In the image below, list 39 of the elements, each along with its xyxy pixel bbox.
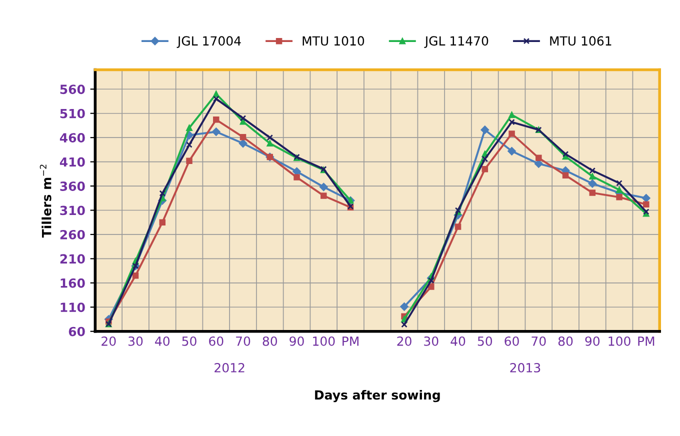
x-tick-label: 100 — [608, 336, 630, 346]
x-tick-label: PM — [638, 336, 654, 346]
legend-label: JGL 11470 — [424, 36, 488, 48]
y-tick-label: 360 — [60, 182, 85, 191]
y-axis-title: Tillers m$^{−2}$ — [40, 164, 52, 238]
x-tick-label: 20 — [102, 336, 116, 346]
y-tick-label: 560 — [60, 84, 85, 94]
x-tick-label: 90 — [585, 336, 600, 346]
x-tick-label: 50 — [182, 336, 196, 346]
text: 2012 — [214, 362, 244, 372]
y-tick-label: 460 — [60, 133, 85, 143]
x-axis-title: Days after sowing — [315, 390, 440, 402]
y-tick-label: 160 — [60, 278, 85, 288]
y-tick-label: 110 — [60, 302, 85, 312]
x-tick-label: PM — [342, 336, 358, 346]
y-tick-label: 510 — [60, 108, 85, 118]
x-tick-label: 20 — [397, 336, 412, 346]
legend-label: MTU 1061 — [550, 36, 612, 46]
legend-label: MTU 1010 — [302, 36, 364, 46]
x-tick-label: 30 — [424, 336, 438, 346]
x-tick-label: 100 — [313, 336, 335, 346]
y-tick-label: 60 — [68, 326, 85, 336]
x-tick-label: 80 — [262, 336, 278, 346]
x-tick-label: 40 — [450, 336, 466, 346]
y-tick-label: 210 — [60, 254, 85, 264]
x-tick-label: 90 — [290, 336, 304, 346]
x-tick-label: 50 — [478, 336, 492, 346]
y-tick-label: 260 — [60, 230, 85, 240]
x-tick-label: 80 — [558, 336, 573, 346]
x-tick-label: 40 — [155, 336, 170, 346]
x-tick-label: 70 — [236, 336, 250, 346]
x-tick-label: 60 — [504, 336, 519, 346]
text: 2013 — [510, 362, 540, 372]
x-tick-label: 30 — [128, 336, 143, 346]
y-tick-label: 310 — [60, 206, 85, 216]
x-tick-label: 60 — [209, 336, 224, 346]
legend-label: JGL 17004 — [176, 36, 241, 48]
x-tick-label: 70 — [532, 336, 546, 346]
y-tick-label: 410 — [60, 157, 85, 167]
